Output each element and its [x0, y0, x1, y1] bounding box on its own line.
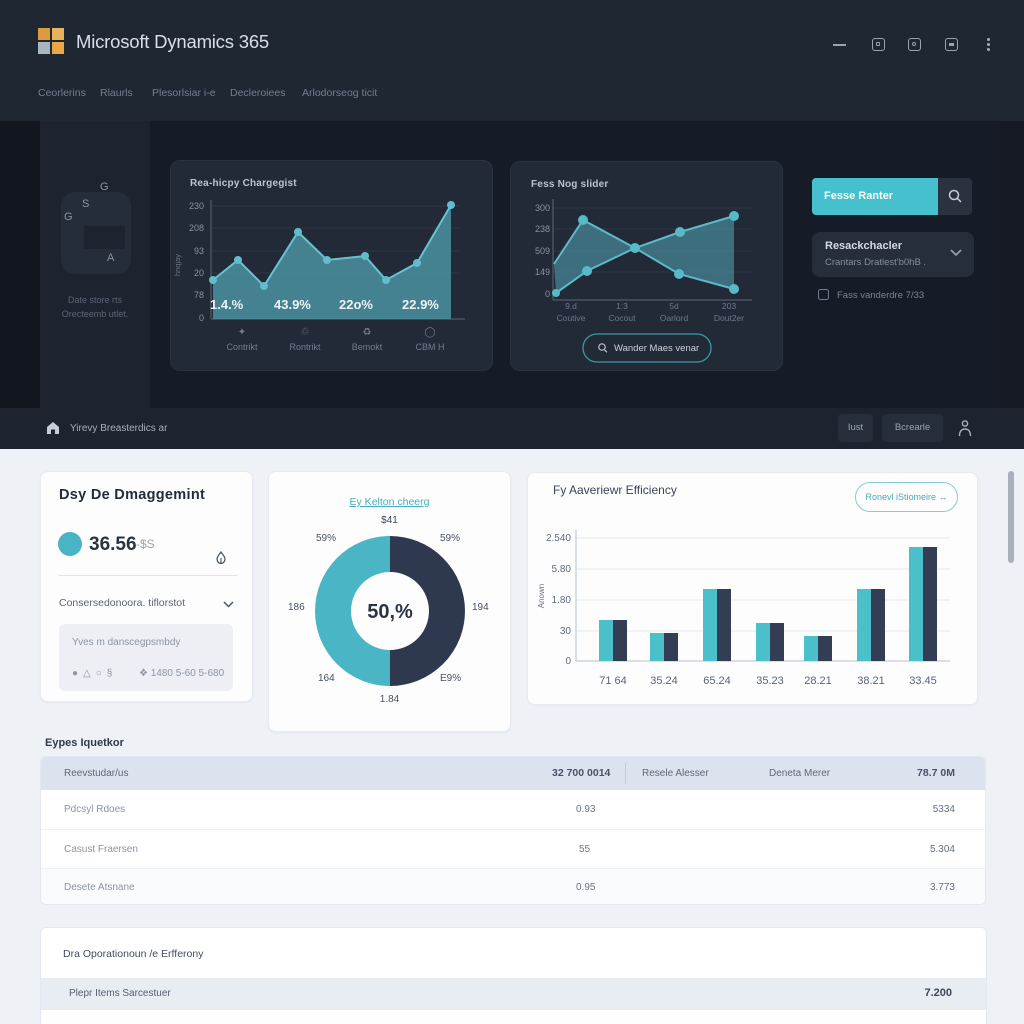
svg-text:Rontrikt: Rontrikt [289, 342, 321, 352]
svg-text:Contrikt: Contrikt [226, 342, 258, 352]
svg-text:5.80: 5.80 [552, 564, 572, 575]
svg-text:Dout2er: Dout2er [714, 313, 744, 323]
svg-text:◯: ◯ [424, 327, 435, 338]
svg-text:230: 230 [189, 201, 204, 211]
svg-text:22о%: 22о% [339, 297, 373, 312]
svg-text:Oarlord: Oarlord [660, 313, 689, 323]
svg-text:1.80: 1.80 [552, 595, 572, 606]
svg-text:0: 0 [565, 656, 571, 667]
svg-text:93: 93 [194, 246, 204, 256]
svg-text:1.4.%: 1.4.% [210, 297, 244, 312]
svg-text:71 64: 71 64 [599, 675, 627, 687]
svg-text:78: 78 [194, 290, 204, 300]
svg-text:238: 238 [535, 224, 550, 234]
svg-text:1:3: 1:3 [616, 301, 628, 311]
svg-text:Anown: Anown [537, 584, 546, 608]
svg-text:300: 300 [535, 203, 550, 213]
svg-text:65.24: 65.24 [703, 675, 731, 687]
svg-text:CBM H: CBM H [416, 342, 445, 352]
svg-text:33.45: 33.45 [909, 675, 937, 687]
svg-text:Coutive: Coutive [557, 313, 586, 323]
svg-text:35.23: 35.23 [756, 675, 784, 687]
svg-text:43.9%: 43.9% [274, 297, 311, 312]
svg-text:509: 509 [535, 246, 550, 256]
svg-text:28.21: 28.21 [804, 675, 832, 687]
svg-text:♲: ♲ [301, 327, 310, 338]
svg-text:9.d: 9.d [565, 301, 577, 311]
svg-text:20: 20 [194, 268, 204, 278]
svg-text:♻: ♻ [363, 327, 372, 338]
svg-text:5d: 5d [669, 301, 679, 311]
svg-text:208: 208 [189, 223, 204, 233]
svg-text:hnqjay: hnqjay [173, 254, 182, 276]
svg-text:0: 0 [545, 289, 550, 299]
svg-text:38.21: 38.21 [857, 675, 885, 687]
svg-text:Cocout: Cocout [609, 313, 637, 323]
svg-text:35.24: 35.24 [650, 675, 678, 687]
svg-text:0: 0 [199, 313, 204, 323]
svg-text:22.9%: 22.9% [402, 297, 439, 312]
svg-text:✦: ✦ [238, 327, 246, 338]
svg-text:149: 149 [535, 267, 550, 277]
svg-text:Bemokt: Bemokt [352, 342, 383, 352]
svg-text:30: 30 [560, 626, 572, 637]
svg-text:2.540: 2.540 [546, 533, 571, 544]
svg-text:203: 203 [722, 301, 736, 311]
svg-text:Wander Maes venar: Wander Maes venar [614, 343, 699, 354]
